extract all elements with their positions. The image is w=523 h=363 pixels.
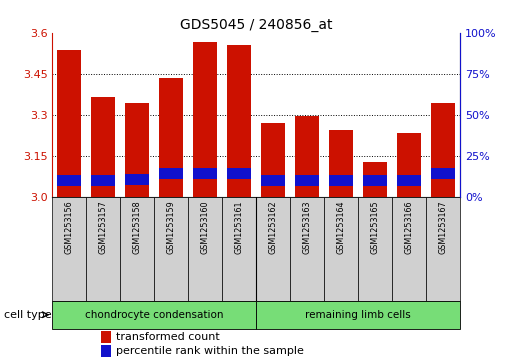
Bar [290,197,324,301]
Text: GSM1253157: GSM1253157 [99,200,108,254]
Bar [86,197,120,301]
Bar [228,45,251,197]
Bar [222,197,256,301]
Bar [295,175,319,186]
Bar [431,168,455,179]
Text: GSM1253167: GSM1253167 [439,200,448,254]
Bar [52,301,256,329]
Text: GSM1253161: GSM1253161 [235,200,244,254]
Bar [262,123,285,197]
Bar [358,197,392,301]
Text: GSM1253158: GSM1253158 [133,200,142,254]
Bar [431,103,455,197]
Bar [363,162,387,197]
Bar [329,175,353,186]
Text: transformed count: transformed count [116,332,219,342]
Bar [262,175,285,186]
Text: GSM1253163: GSM1253163 [303,200,312,254]
Text: GSM1253156: GSM1253156 [65,200,74,254]
Bar [120,197,154,301]
Text: GSM1253160: GSM1253160 [201,200,210,254]
Text: GSM1253166: GSM1253166 [405,200,414,254]
Bar [324,197,358,301]
Bar [392,197,426,301]
Bar [256,301,460,329]
Bar [194,42,217,197]
Bar [363,175,387,186]
Text: percentile rank within the sample: percentile rank within the sample [116,346,303,356]
Bar [256,197,290,301]
Title: GDS5045 / 240856_at: GDS5045 / 240856_at [180,18,333,32]
Bar [92,97,115,197]
Bar [188,197,222,301]
Bar [58,175,81,186]
Bar [194,168,217,179]
Bar [101,331,111,343]
Bar [160,168,183,179]
Bar [295,116,319,197]
Bar [329,130,353,197]
Text: GSM1253159: GSM1253159 [167,200,176,254]
Bar [160,78,183,197]
Bar [52,197,86,301]
Text: GSM1253164: GSM1253164 [337,200,346,254]
Bar [126,103,149,197]
Text: cell type: cell type [4,310,52,320]
Bar [58,50,81,197]
Bar [126,174,149,185]
Bar [426,197,460,301]
Text: remaining limb cells: remaining limb cells [305,310,411,320]
Text: GSM1253162: GSM1253162 [269,200,278,254]
Bar [101,345,111,357]
Bar [154,197,188,301]
Bar [228,168,251,179]
Bar [397,133,421,197]
Bar [397,175,421,186]
Bar [92,175,115,186]
Text: GSM1253165: GSM1253165 [371,200,380,254]
Text: chondrocyte condensation: chondrocyte condensation [85,310,223,320]
